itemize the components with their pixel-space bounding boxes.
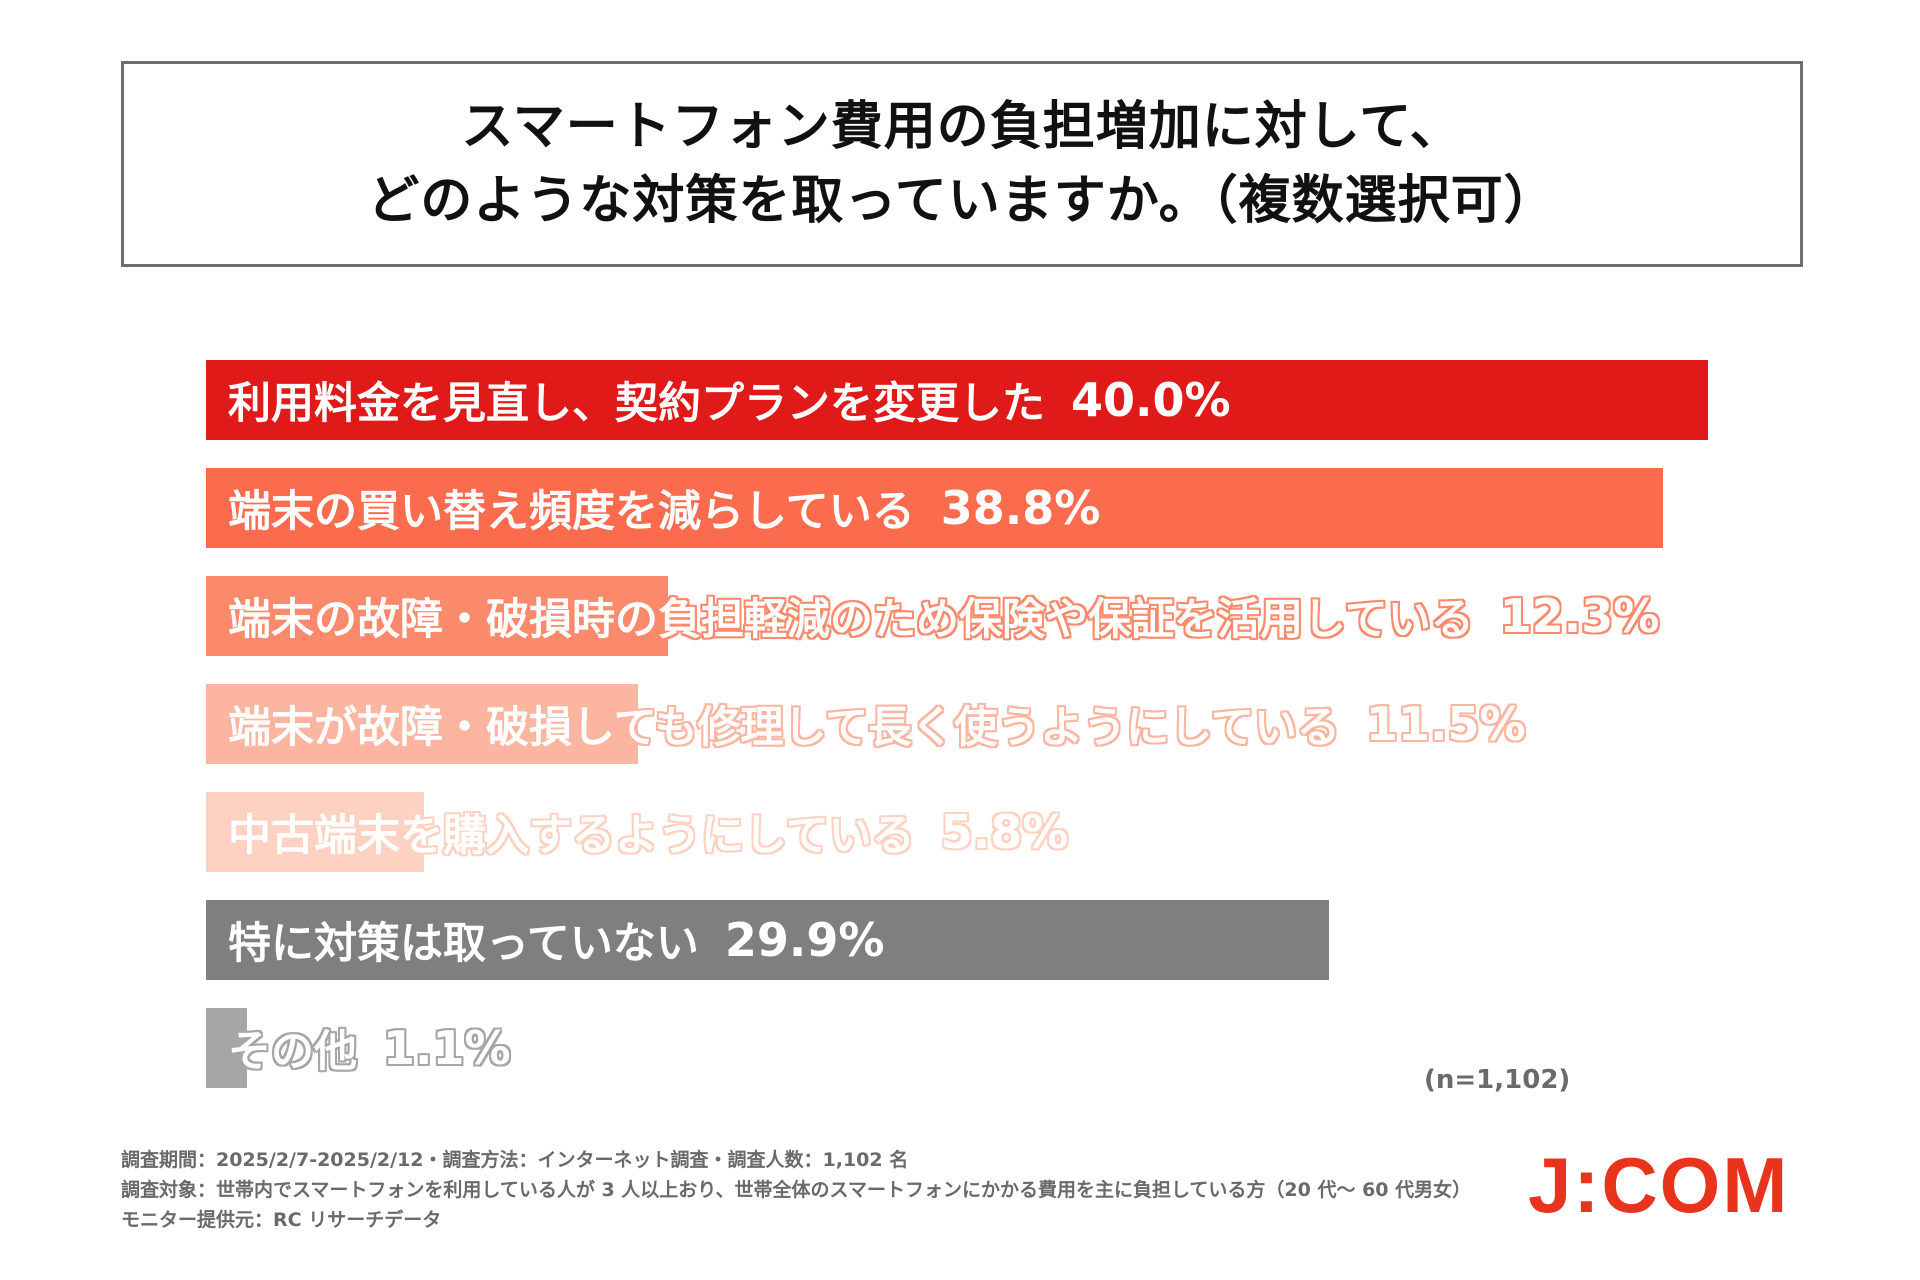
bar-value-label: 1.1% xyxy=(383,1021,511,1075)
bar-row: 端末の買い替え頻度を減らしている 38.8% xyxy=(206,468,1726,548)
sample-size-label: (n=1,102) xyxy=(1424,1065,1571,1095)
bar-row: 端末が故障・破損しても修理して長く使うようにしている 11.5% xyxy=(206,684,1726,764)
survey-footnotes: 調査期間：2025/2/7-2025/2/12・調査方法：インターネット調査・調… xyxy=(121,1145,1471,1235)
bar-label-group: 端末が故障・破損しても修理して長く使うようにしている 11.5% xyxy=(228,684,1526,764)
bar-category-label: その他 xyxy=(228,1027,357,1077)
bar-row: その他 1.1% xyxy=(206,1008,1726,1088)
bar xyxy=(206,468,1663,548)
bar-label-group: その他 1.1% xyxy=(228,1008,511,1088)
bar-category-label: 特に対策は取っていない xyxy=(228,919,699,969)
bar-label-group: 端末の買い替え頻度を減らしている 38.8% xyxy=(228,468,1100,548)
jcom-logo: J:COM xyxy=(1528,1141,1790,1229)
bar xyxy=(206,900,1329,980)
bar-label-group: 利用料金を見直し、契約プランを変更した 40.0% xyxy=(228,360,1231,440)
bar-row: 特に対策は取っていない 29.9% xyxy=(206,900,1726,980)
footnote-survey-target: 調査対象：世帯内でスマートフォンを利用している人が 3 人以上おり、世帯全体のス… xyxy=(121,1179,1472,1201)
bar-category-label: 利用料金を見直し、契約プランを変更した xyxy=(228,379,1045,429)
footnote-monitor-provider: モニター提供元：RC リサーチデータ xyxy=(121,1209,442,1231)
bar-row: 利用料金を見直し、契約プランを変更した 40.0% xyxy=(206,360,1726,440)
bar-category-label: 端末の故障・破損時の負担軽減のため保険や保証を活用している xyxy=(228,595,1474,645)
bar-value-label: 40.0% xyxy=(1071,373,1231,427)
footnote-survey-period: 調査期間：2025/2/7-2025/2/12・調査方法：インターネット調査・調… xyxy=(121,1149,909,1171)
bar-value-label: 12.3% xyxy=(1499,589,1660,643)
bar xyxy=(206,1008,247,1088)
bar-row: 中古端末を購入するようにしている 5.8% xyxy=(206,792,1726,872)
chart-title-box: スマートフォン費用の負担増加に対して、 どのような対策を取っていますか。（複数選… xyxy=(121,61,1803,267)
bar-row: 端末の故障・破損時の負担軽減のため保険や保証を活用している 12.3% xyxy=(206,576,1726,656)
bar-chart: 利用料金を見直し、契約プランを変更した 40.0% 端末の買い替え頻度を減らしている… xyxy=(206,360,1726,1100)
bar-value-label: 5.8% xyxy=(940,805,1069,859)
bar xyxy=(206,360,1708,440)
bar-value-label: 29.9% xyxy=(724,913,885,967)
bar-label-group: 特に対策は取っていない 29.9% xyxy=(228,900,884,980)
bar-value-label: 11.5% xyxy=(1365,697,1526,751)
bar-label-group: 端末の故障・破損時の負担軽減のため保険や保証を活用している 12.3% xyxy=(228,576,1659,656)
bar xyxy=(206,792,424,872)
chart-title-line-2: どのような対策を取っていますか。（複数選択可） xyxy=(367,171,1557,231)
bar-category-label: 中古端末を購入するようにしている xyxy=(228,811,915,861)
bar xyxy=(206,576,668,656)
bar-category-label: 端末の買い替え頻度を減らしている xyxy=(228,487,915,537)
bar-category-label: 端末が故障・破損しても修理して長く使うようにしている xyxy=(228,703,1340,753)
bar-value-label: 38.8% xyxy=(940,481,1101,535)
chart-title-line-1: スマートフォン費用の負担増加に対して、 xyxy=(461,97,1463,157)
bar-label-group: 中古端末を購入するようにしている 5.8% xyxy=(228,792,1068,872)
bar xyxy=(206,684,638,764)
